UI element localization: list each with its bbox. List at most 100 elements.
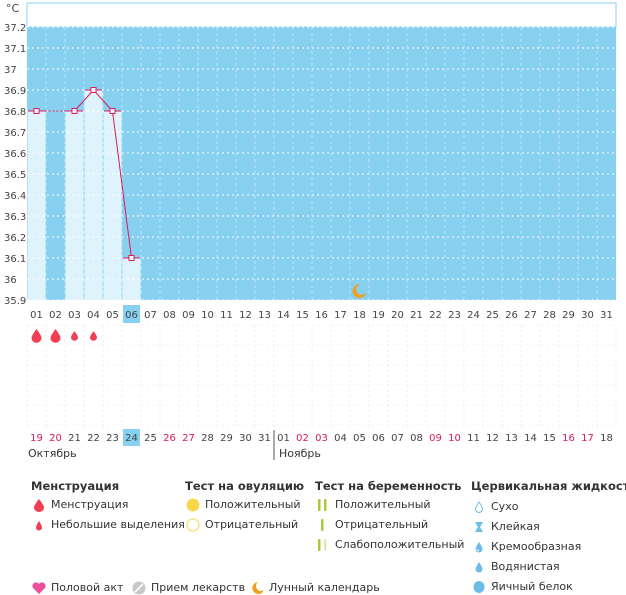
calendar-date-label: 29 — [220, 433, 233, 444]
pregnancy-positive-icon — [318, 499, 327, 511]
cycle-day-label: 14 — [277, 310, 290, 321]
cycle-day-label: 01 — [30, 310, 43, 321]
legend-label: Положительный — [205, 498, 301, 511]
y-tick-label: 36.2 — [4, 233, 26, 244]
cycle-day-label: 07 — [144, 310, 157, 321]
month-label-october: Октябрь — [28, 447, 77, 460]
calendar-date-label: 16 — [562, 433, 575, 444]
cycle-day-label: 25 — [486, 310, 499, 321]
y-tick-label: 36.3 — [4, 212, 26, 223]
cycle-day-label: 02 — [49, 310, 62, 321]
temperature-point — [109, 108, 116, 114]
calendar-date-label: 20 — [49, 433, 62, 444]
plot-top-band — [26, 2, 617, 28]
cycle-day-label: 18 — [353, 310, 366, 321]
cycle-day-label: 12 — [239, 310, 252, 321]
moon-icon — [252, 582, 264, 594]
temperature-bar — [65, 111, 84, 300]
watery-drop-icon — [475, 562, 483, 573]
y-tick-label: 36.4 — [4, 191, 26, 202]
cycle-day-label: 19 — [372, 310, 385, 321]
current-date-highlight — [123, 429, 140, 446]
legend-label: Отрицательный — [205, 518, 299, 531]
legend-label: Клейкая — [491, 520, 540, 533]
y-tick-label: 36.8 — [4, 107, 26, 118]
calendar-date-label: 02 — [296, 433, 309, 444]
legend-label: Слабоположительный — [335, 538, 465, 551]
pregnancy-weak-icon — [318, 539, 327, 551]
cycle-day-label: 23 — [448, 310, 461, 321]
temperature-bar — [27, 111, 46, 300]
cycle-day-label: 17 — [334, 310, 347, 321]
legend-pregnancy-title: Тест на беременность — [315, 479, 462, 493]
y-tick-label: 35.9 — [4, 296, 26, 307]
calendar-date-label: 24 — [125, 433, 138, 444]
temperature-line-segment — [112, 110, 132, 259]
cycle-day-label: 10 — [201, 310, 214, 321]
small-blood-drop-icon — [36, 521, 42, 531]
cycle-day-label: 22 — [429, 310, 442, 321]
temperature-bar — [103, 111, 122, 300]
calendar-date-label: 28 — [201, 433, 214, 444]
menstruation-drop — [50, 329, 61, 343]
cycle-day-label: 29 — [562, 310, 575, 321]
plot-background — [27, 27, 616, 300]
calendar-date-label: 05 — [353, 433, 366, 444]
temperature-chart: 35.9 36 36.1 36.2 36.3 36.4 36.5 36.6 36.7 36.8 36… — [4, 2, 617, 460]
legend-label: Сухо — [491, 500, 519, 513]
y-tick-label: 36.9 — [4, 86, 26, 97]
legend-label: Менструация — [51, 498, 129, 511]
legend-label: Яичный белок — [491, 580, 573, 593]
temperature-bar — [122, 258, 141, 300]
cycle-day-label: 08 — [163, 310, 176, 321]
y-tick-label: 37.1 — [4, 44, 26, 55]
cycle-day-label: 13 — [258, 310, 271, 321]
calendar-date-label: 19 — [30, 433, 43, 444]
menstruation-drop — [31, 329, 42, 343]
temperature-point — [90, 87, 97, 93]
current-day-highlight — [123, 305, 140, 323]
temperature-point — [71, 108, 78, 114]
temperature-point — [128, 255, 135, 261]
y-tick-label: 37 — [4, 65, 17, 76]
creamy-drop-icon — [475, 542, 483, 553]
cycle-day-label: 27 — [524, 310, 537, 321]
legend-ovulation-title: Тест на овуляцию — [185, 479, 305, 493]
calendar-date-label: 31 — [258, 433, 271, 444]
cycle-day-label: 11 — [220, 310, 233, 321]
ovulation-positive-icon — [186, 498, 200, 512]
legend-label: Отрицательный — [335, 518, 429, 531]
cycle-day-label: 26 — [505, 310, 518, 321]
y-tick-label: 36.7 — [4, 128, 26, 139]
cycle-day-label: 04 — [87, 310, 100, 321]
cycle-day-label: 03 — [68, 310, 81, 321]
cycle-day-label: 05 — [106, 310, 119, 321]
calendar-date-label: 27 — [182, 433, 195, 444]
calendar-date-label: 30 — [239, 433, 252, 444]
cycle-day-label: 30 — [581, 310, 594, 321]
cycle-day-label: 15 — [296, 310, 309, 321]
cycle-day-label: 20 — [391, 310, 404, 321]
calendar-date-label: 18 — [600, 433, 613, 444]
legend-label: Половой акт — [51, 581, 124, 594]
cycle-day-label: 28 — [543, 310, 556, 321]
legend-label: Кремообразная — [491, 540, 582, 553]
y-tick-label: 36.5 — [4, 170, 26, 181]
legend-label: Положительный — [335, 498, 431, 511]
moon-icon — [352, 283, 367, 298]
calendar-date-label: 06 — [372, 433, 385, 444]
legend-label: Водянистая — [491, 560, 560, 573]
heart-icon — [32, 582, 46, 594]
calendar-date-label: 08 — [410, 433, 423, 444]
legend-label: Прием лекарств — [151, 581, 246, 594]
egg-white-icon — [473, 581, 485, 593]
legend-label: Лунный календарь — [269, 581, 380, 594]
dry-drop-icon — [474, 501, 484, 513]
y-tick-label: 36 — [4, 275, 17, 286]
legend-label: Небольшие выделения — [51, 518, 185, 531]
temperature-line-segment — [93, 89, 113, 112]
ovulation-negative-icon — [186, 518, 200, 532]
calendar-date-label: 09 — [429, 433, 442, 444]
y-axis-unit: °C — [6, 2, 20, 15]
y-tick-label: 37.2 — [4, 23, 26, 34]
